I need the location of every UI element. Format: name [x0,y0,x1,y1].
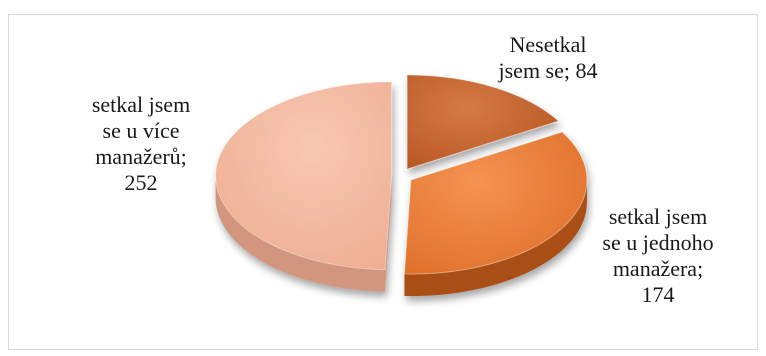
data-label-line: manažerů; [95,144,187,169]
pie-slice-top [403,131,588,275]
pie-slice-2 [403,131,588,297]
pie-slice-1 [406,74,560,170]
pie-slice-top [406,74,560,170]
data-label-line: setkal jsem [92,92,190,117]
data-label-line: jsem se; 84 [498,58,598,83]
data-label-3: setkal jsem se u více manažerů; 252 [92,92,190,195]
data-label-line: 252 [125,170,158,195]
pie-slice-side [404,180,587,297]
data-label-line: 174 [642,282,675,307]
data-label-line: Nesetkal [510,32,587,57]
data-label-2: setkal jsem se u jednoho manažera; 174 [602,204,713,307]
data-label-line: setkal jsem [609,204,707,229]
pie-slice-3 [215,81,393,292]
data-label-line: se u více [103,118,180,143]
data-label-line: manažera; [613,256,703,281]
data-label-1: Nesetkal jsem se; 84 [498,32,598,83]
pie-slice-top [215,81,393,271]
pie-slice-side [215,175,386,292]
data-label-line: se u jednoho [602,230,713,255]
